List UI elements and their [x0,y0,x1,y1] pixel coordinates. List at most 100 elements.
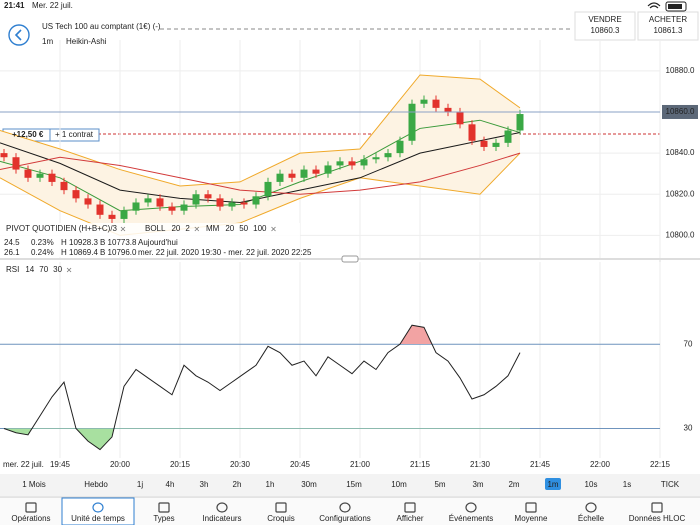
oversold-fill [4,428,520,450]
candle-body [288,173,296,178]
candle-body [468,124,476,141]
toolbar-item[interactable]: Configurations [319,514,371,523]
toolbar-icon [525,502,537,513]
candle-body [48,173,56,182]
x-tick-label: 20:30 [230,460,251,469]
indicator-line [0,74,521,187]
candle-body [420,99,428,104]
pivot-value: mer. 22 juil. 2020 19:30 - mer. 22 juil.… [138,248,312,257]
candle-body [276,173,284,182]
toolbar-item[interactable]: Afficher [397,514,424,523]
timeframe-option[interactable]: 5m [434,480,445,489]
buy-button[interactable] [637,11,699,41]
rsi-label: RSI [6,265,19,274]
candle-body [216,198,224,207]
buy-price: 10861.3 [654,26,683,35]
close-icon[interactable] [194,226,200,232]
y-tick-label: 70 [684,339,693,348]
pivot-value: 26.1 [4,248,20,257]
candle-body [516,114,524,131]
sell-label: VENDRE [588,15,621,24]
timeframe-selected[interactable] [545,478,561,490]
toolbar-item[interactable]: Unité de temps [71,514,125,523]
timeframe-option[interactable]: 15m [346,480,362,489]
sell-button[interactable] [574,11,636,41]
y-tick-label: 10840.0 [666,148,695,157]
timeframe-option[interactable]: 1m [547,480,558,489]
candle-body [324,165,332,174]
legend-bg [0,223,300,257]
x-tick-label: 22:15 [650,460,671,469]
timeframe-option[interactable]: 3m [472,480,483,489]
timeframe-option[interactable]: TICK [661,480,680,489]
toolbar-icon [92,502,104,513]
candle-body [168,206,176,211]
timeframe-option[interactable]: 2h [233,480,242,489]
instrument-name: US Tech 100 au comptant (1€) (-) [42,22,161,31]
status-date: Mer. 22 juil. [32,1,73,10]
timeframe-option[interactable]: 10s [585,480,598,489]
timeframe-option[interactable]: 1j [137,480,143,489]
toolbar-icon [158,502,170,513]
candle-body [444,107,452,112]
timeframe-option[interactable]: 3h [200,480,209,489]
mm-label: MM [206,224,220,233]
candle-body [120,210,128,219]
toolbar-item[interactable]: Types [153,514,174,523]
toolbar-item[interactable]: Événements [449,514,493,523]
toolbar-item[interactable]: Opérations [11,514,50,523]
mm-param: 20 [225,224,234,233]
close-icon[interactable] [120,226,126,232]
rsi-line [3,324,521,451]
indicator-line [0,132,521,203]
timeframe-option[interactable]: 30m [301,480,317,489]
toolbar-item[interactable]: Échelle [578,514,605,523]
timeframe-option[interactable]: 1 Mois [22,480,46,489]
x-tick-label: 22:00 [590,460,611,469]
close-icon[interactable] [271,226,276,232]
candle-body [396,140,404,154]
candle-body [384,153,392,158]
divider-handle[interactable] [341,255,359,263]
candle-body [504,130,512,143]
timeframe-option[interactable]: 1h [266,480,275,489]
pivot-value: 24.5 [4,238,20,247]
timeframe-option[interactable]: 1s [623,480,631,489]
toolbar-icon [651,502,663,513]
candle-body [180,204,188,211]
back-chevron [14,29,22,41]
toolbar-item[interactable]: Données HLOC [629,514,686,523]
candle-body [456,111,464,125]
candle-body [96,204,104,215]
mm-param: 100 [253,224,267,233]
candle-body [204,194,212,199]
back-button[interactable] [8,24,30,46]
candle-body [408,103,416,141]
candle-body [192,194,200,205]
toolbar-icon [585,502,597,513]
timeframe-option[interactable]: 10m [391,480,407,489]
candle-body [108,214,116,219]
timeframe-option[interactable]: 2m [508,480,519,489]
candle-body [156,198,164,207]
pivot-value: H 10869.4 [61,248,98,257]
toolbar-item[interactable]: Croquis [267,514,295,523]
pivot-label: PIVOT QUOTIDIEN (H+B+C)/3 [6,224,118,233]
current-price-box [662,104,698,119]
timeframe-option[interactable]: 4h [166,480,175,489]
toolbar-icon [216,502,228,513]
boll-param: 20 [171,224,180,233]
x-tick-label: 20:00 [110,460,131,469]
toolbar-item[interactable]: Moyenne [515,514,548,523]
toolbar-item[interactable]: Indicateurs [202,514,241,523]
toolbar-icon [404,502,416,513]
candle-body [24,169,32,178]
boll-param: 2 [185,224,190,233]
toolbar-icon [339,502,351,513]
close-icon[interactable] [66,267,72,273]
timeframe-option[interactable]: Hebdo [84,480,108,489]
candle-body [312,169,320,174]
rsi-param: 30 [53,265,62,274]
